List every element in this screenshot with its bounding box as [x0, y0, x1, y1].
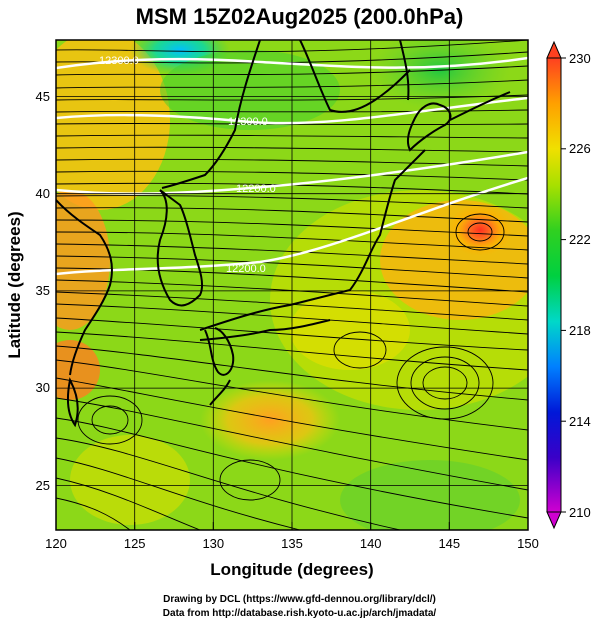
contour-label: 12300.0	[99, 55, 139, 67]
x-tick-label: 150	[517, 536, 539, 551]
wind-streamlines	[56, 40, 528, 530]
x-tick-label: 130	[202, 536, 224, 551]
plot-title: MSM 15Z02Aug2025 (200.0hPa)	[135, 4, 464, 29]
x-tick-label: 140	[360, 536, 382, 551]
credit-drawing: Drawing by DCL (https://www.gfd-dennou.o…	[163, 594, 436, 605]
x-tick-label: 125	[124, 536, 146, 551]
x-ticks	[55, 522, 529, 530]
coastlines	[56, 40, 511, 428]
x-tick-label: 120	[45, 536, 67, 551]
x-axis-label: Longitude (degrees)	[210, 560, 373, 579]
contour-labels: 12300.0 12300.0 12200.0 12200.0	[99, 55, 276, 275]
y-tick-label: 45	[36, 89, 50, 104]
colorbar-tick-label: 226	[569, 141, 591, 156]
y-tick-label: 40	[36, 186, 50, 201]
colorbar-tick-label: 230	[569, 51, 591, 66]
colorbar-max-triangle	[546, 40, 562, 59]
colorbar-tick-label: 218	[569, 323, 591, 338]
credit-data: Data from http://database.rish.kyoto-u.a…	[162, 608, 437, 619]
y-tick-label: 35	[36, 283, 50, 298]
colorbar-min-triangle	[546, 511, 562, 530]
colorbar: 230 226 222 218 214 210	[546, 40, 591, 530]
contour-label: 12200.0	[226, 263, 266, 275]
colorbar-tick-label: 214	[569, 414, 591, 429]
colorbar-tick-label: 210	[569, 505, 591, 520]
y-axis-label: Latitude (degrees)	[5, 211, 24, 358]
y-tick-label: 30	[36, 380, 50, 395]
colorbar-tick-label: 222	[569, 232, 591, 247]
contour-label: 12300.0	[228, 116, 268, 128]
x-tick-label: 145	[438, 536, 460, 551]
contour-label: 12200.0	[236, 183, 276, 195]
y-tick-label: 25	[36, 478, 50, 493]
x-tick-labels: 120 125 130 135 140 145 150	[45, 536, 539, 551]
x-tick-label: 135	[281, 536, 303, 551]
grid-lines	[56, 40, 528, 530]
y-tick-labels: 45 40 35 30 25	[36, 89, 50, 493]
